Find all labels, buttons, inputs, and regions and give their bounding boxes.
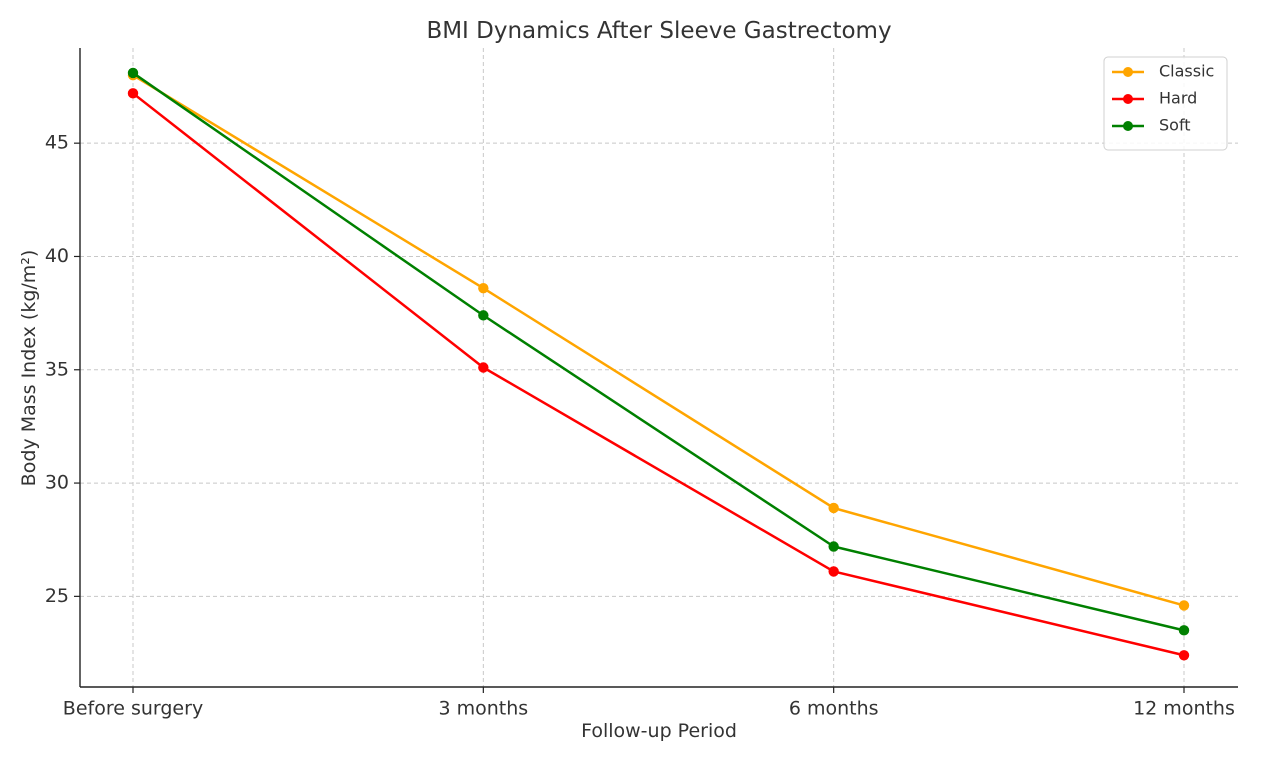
y-tick-label-45: 45: [45, 132, 69, 154]
legend-marker-soft: [1123, 121, 1133, 131]
series-line-classic: [132, 74, 1185, 607]
data-point-soft-2: [828, 541, 839, 552]
x-axis-label: Follow-up Period: [581, 720, 737, 742]
y-axis-label: Body Mass Index (kg/m²): [18, 250, 40, 487]
legend-item-classic: Classic: [1112, 62, 1214, 81]
x-tick-label-6-months: 6 months: [789, 698, 879, 720]
y-tick-label-40: 40: [45, 245, 69, 267]
data-point-classic-3: [1178, 600, 1190, 611]
series-hard: [127, 88, 1190, 661]
legend: Classic Hard Soft: [1103, 56, 1228, 151]
x-tick-label-12-months: 12 months: [1133, 698, 1235, 720]
chart-title: BMI Dynamics After Sleeve Gastrectomy: [426, 18, 891, 44]
legend-marker-hard: [1123, 94, 1133, 104]
legend-label-hard: Hard: [1159, 89, 1197, 108]
grid: [80, 48, 1238, 687]
legend-item-soft: Soft: [1112, 116, 1191, 135]
data-point-soft-3: [1178, 625, 1190, 636]
legend-label-soft: Soft: [1159, 116, 1191, 135]
data-point-hard-1: [478, 362, 489, 373]
data-point-hard-0: [127, 88, 139, 99]
series-layer: [127, 67, 1190, 661]
y-tick-label-30: 30: [45, 472, 69, 494]
y-tick-label-25: 25: [45, 585, 69, 607]
data-point-classic-1: [478, 282, 489, 294]
data-point-hard-3: [1178, 650, 1190, 661]
axes: [79, 48, 1238, 688]
legend-item-hard: Hard: [1112, 89, 1197, 108]
x-tick-label-before-surgery: Before surgery: [63, 698, 203, 720]
series-soft: [127, 67, 1190, 636]
series-classic: [127, 69, 1190, 611]
legend-marker-classic: [1123, 67, 1133, 77]
series-line-hard: [132, 92, 1185, 657]
x-axis-ticks: Before surgery 3 months 6 months 12 months: [63, 687, 1235, 720]
x-tick-label-3-months: 3 months: [438, 698, 528, 720]
y-tick-label-35: 35: [45, 358, 69, 380]
data-point-soft-0: [127, 67, 139, 79]
series-line-soft: [132, 71, 1185, 632]
y-axis-ticks: 25 30 35 40 45: [45, 132, 80, 607]
data-point-hard-2: [828, 566, 839, 577]
legend-label-classic: Classic: [1159, 62, 1214, 81]
data-point-classic-2: [828, 502, 839, 514]
data-point-soft-1: [478, 310, 489, 321]
